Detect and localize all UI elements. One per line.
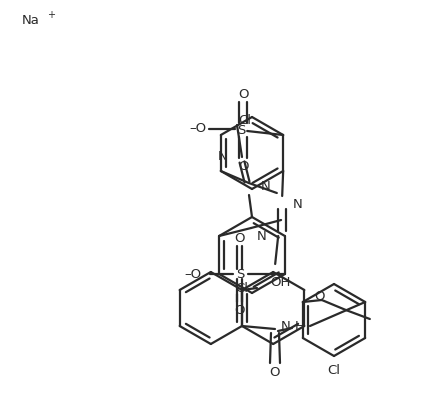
Text: O: O: [235, 232, 245, 244]
Text: O: O: [238, 88, 249, 101]
Text: N: N: [261, 181, 271, 193]
Text: H: H: [295, 320, 305, 332]
Text: O: O: [314, 291, 325, 304]
Text: –O: –O: [185, 267, 202, 281]
Text: O: O: [235, 304, 245, 316]
Text: O: O: [270, 367, 280, 380]
Text: N: N: [257, 230, 266, 242]
Text: Cl: Cl: [235, 281, 248, 295]
Text: OH: OH: [270, 277, 290, 289]
Text: S: S: [236, 267, 244, 281]
Text: +: +: [47, 10, 55, 20]
Text: Cl: Cl: [327, 365, 341, 377]
Text: –O: –O: [189, 123, 206, 135]
Text: N: N: [218, 150, 228, 164]
Text: Cl: Cl: [238, 115, 251, 127]
Text: S: S: [237, 123, 245, 137]
Text: N: N: [281, 320, 291, 332]
Text: Na: Na: [22, 14, 40, 27]
Text: N: N: [293, 197, 303, 211]
Text: O: O: [238, 160, 249, 174]
